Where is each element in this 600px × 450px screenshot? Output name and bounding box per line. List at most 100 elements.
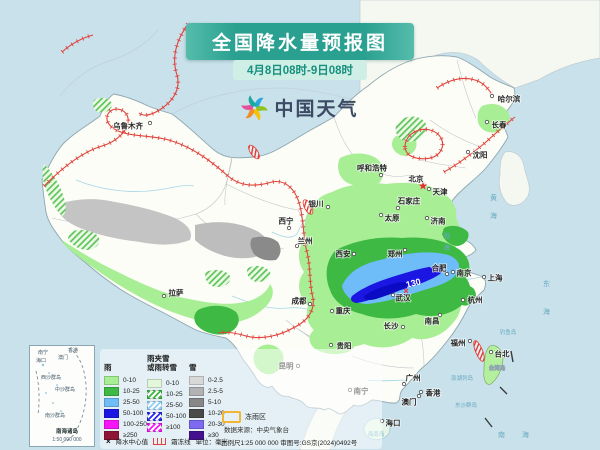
legend-item: 2.5-5	[189, 386, 225, 397]
island-label: 台湾岛	[489, 364, 506, 372]
legend-item: 10-20	[189, 408, 225, 419]
city-label: 合肥	[432, 263, 447, 273]
city-marker: 银川	[308, 198, 331, 210]
city-marker: 乌鲁木齐	[112, 120, 153, 131]
legend-value: 50-100	[166, 413, 187, 420]
city-marker: 合肥	[431, 262, 450, 277]
city-marker: 南昌	[424, 312, 443, 326]
island-label: 钓鱼岛	[500, 328, 517, 336]
boundary-dash-segments	[484, 350, 514, 428]
pinwheel-icon	[241, 94, 268, 121]
legend-value: 0-10	[166, 380, 180, 387]
page-title: 全国降水量预报图	[185, 23, 415, 60]
legend-item: 20-30	[189, 419, 225, 430]
city-marker: 长沙	[383, 320, 406, 331]
legend-sleet-column: 雨夹雪 或雨转雪 0-10 10-25 25-50 50-100 ≥100	[147, 351, 186, 433]
title-text: 全国降水量预报图	[211, 33, 389, 54]
city-label: 拉萨	[169, 288, 184, 298]
inset-label: 香港	[68, 347, 78, 354]
taiwan-island	[483, 345, 504, 385]
precip-center-mark-icon: ×	[403, 286, 408, 296]
legend-item: 0-10	[104, 375, 147, 386]
city-label: 西安	[336, 249, 351, 259]
legend-swatch	[147, 390, 162, 399]
city-marker: 广州	[401, 372, 421, 387]
legend-value: ≥250	[123, 432, 138, 439]
city-dot-icon	[465, 149, 471, 155]
legend-swatch	[104, 420, 119, 429]
city-dot-icon	[294, 243, 300, 249]
legend-swatch	[104, 387, 119, 396]
city-marker: 西安	[335, 248, 357, 259]
legend-swatch	[189, 409, 204, 418]
legend-item: 5-10	[189, 397, 225, 408]
frost-line-icon	[153, 437, 167, 445]
city-dot-icon	[390, 292, 396, 298]
city-label: 重庆	[336, 306, 351, 316]
city-label: 澳门	[402, 397, 417, 407]
legend-value: 25-50	[166, 402, 183, 409]
legend-swatch	[104, 398, 119, 407]
city-marker: 台北	[488, 348, 511, 359]
city-label: 银川	[309, 199, 324, 209]
legend-swatch	[147, 401, 162, 410]
legend-snow-column: 雪 0-2.5 2.5-5 5-10 10-20 20-30 ≥30	[189, 351, 225, 441]
city-label: 太原	[385, 213, 400, 223]
legend-item: 100-250	[104, 419, 147, 430]
legend-swatch	[189, 420, 204, 429]
legend-swatch	[104, 431, 119, 440]
city-label: 兰州	[298, 236, 313, 246]
legend-value: 25-50	[123, 399, 140, 406]
city-label: 呼和浩特	[357, 163, 387, 173]
city-dot-icon	[325, 204, 331, 210]
city-label: 福州	[450, 338, 466, 348]
city-dot-icon	[402, 247, 408, 253]
city-dot-icon	[418, 389, 424, 395]
legend-swatch	[104, 376, 119, 385]
legend-swatch	[189, 376, 204, 385]
legend-item: ≥30	[189, 430, 225, 441]
city-label: 济南	[431, 216, 446, 226]
city-label: 长春	[492, 120, 507, 130]
legend-swatch	[147, 412, 162, 421]
logo-text: 中国天气	[274, 99, 359, 120]
map-scale-label: 比例尺1:25 000 000 审图号:GS京(2024)0492号	[221, 440, 358, 447]
legend-item: 10-25	[147, 389, 186, 400]
city-dot-icon	[395, 205, 401, 211]
legend-item: ≥100	[147, 422, 186, 433]
city-label: 南京	[457, 268, 472, 278]
city-marker: 济南	[424, 215, 447, 226]
legend-swatch	[189, 431, 204, 440]
precip-center-label: 130×	[403, 276, 421, 296]
legend-item: 50-100	[104, 408, 147, 419]
city-label: 天津	[433, 187, 448, 197]
city-marker: 呼和浩特	[356, 162, 388, 178]
forecast-period: 4月8日08时-9日08时	[232, 60, 368, 80]
inset-label: 西沙群岛	[41, 374, 61, 381]
city-marker: 南京	[450, 267, 473, 278]
city-label: 武汉	[396, 293, 411, 303]
snow-areas	[55, 199, 281, 261]
city-label: 广州	[406, 373, 421, 383]
city-marker: 沈阳	[465, 149, 488, 160]
subtitle-text: 4月8日08时-9日08时	[246, 65, 354, 77]
legend-item: 50-100	[147, 411, 186, 422]
city-marker: 郑州	[387, 247, 408, 259]
legend-value: 10-25	[166, 391, 183, 398]
city-marker: 长春	[484, 119, 508, 130]
city-marker: 太原	[378, 212, 401, 223]
freezing-rain-legend: 冻雨区	[222, 411, 266, 423]
city-label: 石家庄	[397, 196, 421, 206]
data-source: 数据来源：中央气象台	[224, 427, 289, 434]
legend-item: 25-50	[147, 400, 186, 411]
island-label: 东沙群岛	[455, 401, 478, 409]
city-dot-icon	[378, 172, 384, 178]
city-dot-icon	[400, 324, 406, 330]
city-dot-icon	[416, 393, 422, 399]
city-dot-icon	[329, 308, 335, 314]
inset-label: 澳门	[58, 354, 68, 361]
capital-star-icon	[418, 181, 428, 190]
inset-label: 南海诸岛	[56, 427, 79, 435]
sea-label: 黄海	[490, 193, 498, 220]
city-dot-icon	[484, 119, 490, 125]
